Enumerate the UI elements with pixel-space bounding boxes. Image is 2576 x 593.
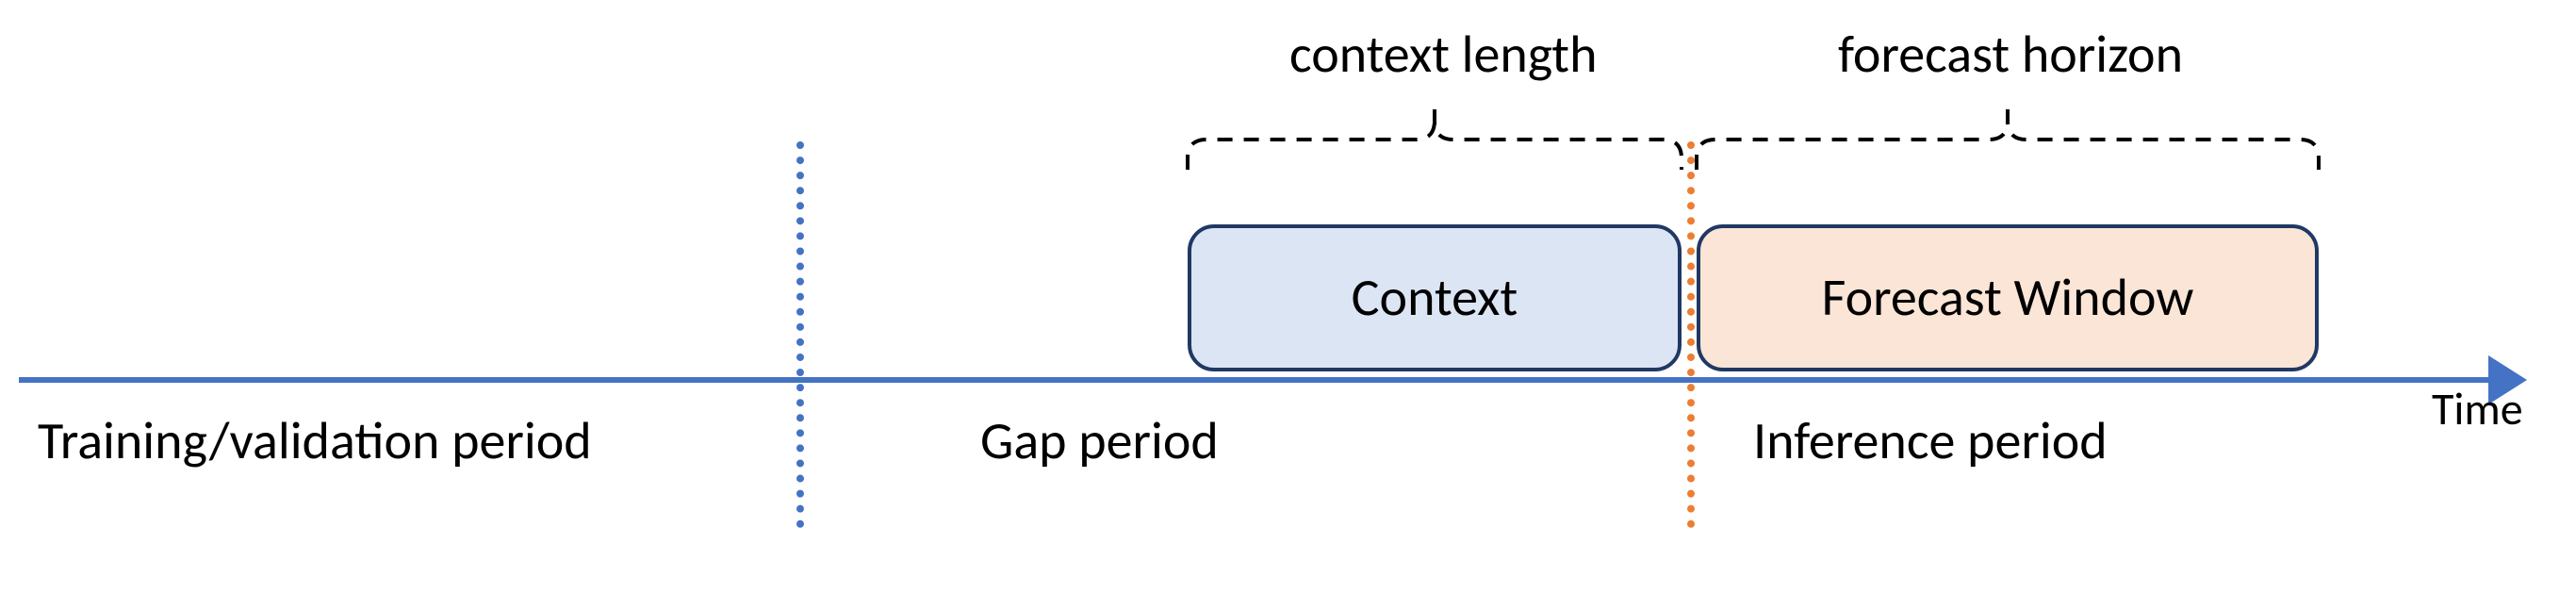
divider-0 [796, 141, 804, 528]
time-axis-label: Time [2432, 387, 2523, 432]
time-axis [19, 377, 2488, 383]
forecast-horizon-brace-icon [1693, 106, 2322, 173]
forecast-horizon-label: forecast horizon [1838, 28, 2183, 81]
context-box-label: Context [1352, 272, 1518, 324]
context-length-label: context length [1289, 28, 1597, 81]
period-label-inference: Inference period [1753, 415, 2108, 468]
timeline-diagram: Time Context Forecast Window context length… [0, 0, 2576, 593]
context-box: Context [1188, 224, 1682, 371]
period-label-training: Training/validation period [38, 415, 592, 468]
context-length-brace-icon [1184, 106, 1685, 173]
forecast-box-label: Forecast Window [1822, 272, 2194, 324]
divider-1 [1687, 141, 1695, 528]
period-label-gap: Gap period [980, 415, 1219, 468]
forecast-box: Forecast Window [1697, 224, 2319, 371]
